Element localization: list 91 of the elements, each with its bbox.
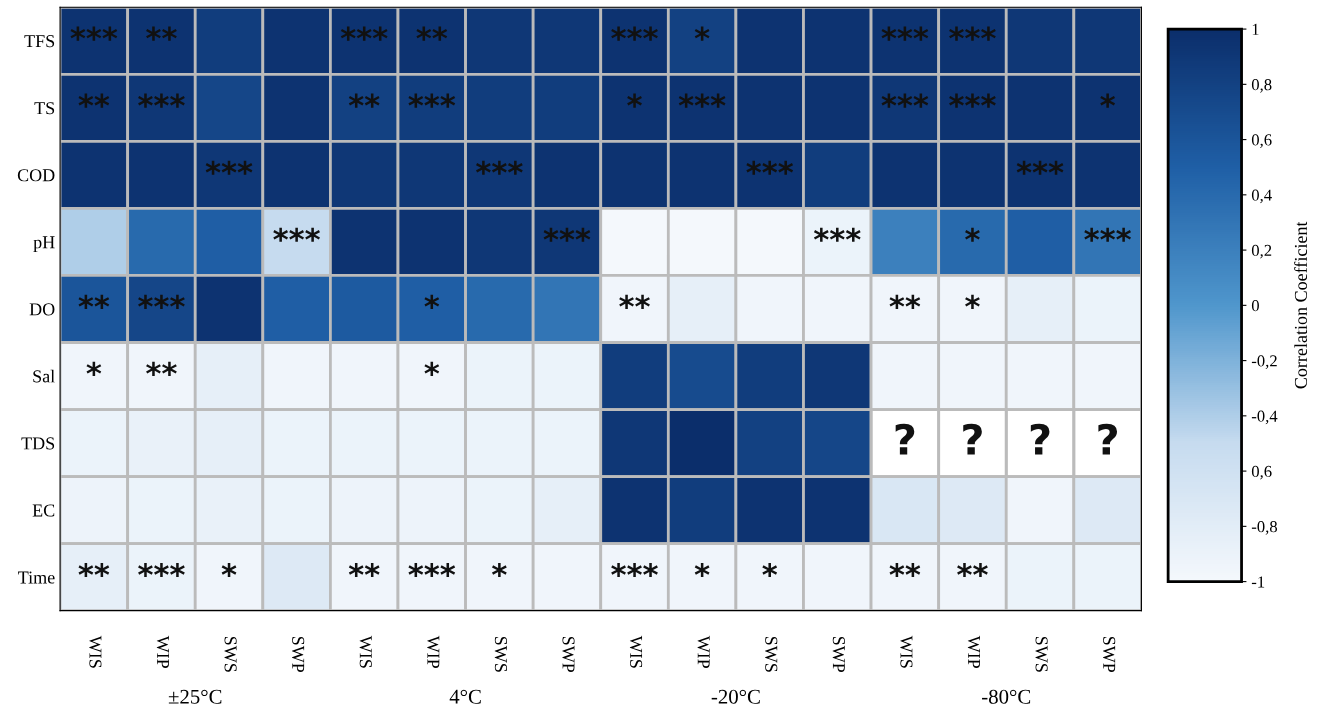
x-tick-label: SWP xyxy=(292,636,305,673)
color-bar-label: 0 xyxy=(1251,300,1259,312)
data-label: *** xyxy=(881,93,929,108)
color-bar-label: 0,8 xyxy=(1251,79,1272,93)
y-tick-label: Sal xyxy=(33,369,55,383)
data-label: * xyxy=(694,562,710,578)
x-tick-label: WIS xyxy=(900,635,913,668)
data-label: ** xyxy=(957,562,988,578)
y-tick-label: TS xyxy=(34,102,55,115)
data-label: ** xyxy=(146,361,177,376)
y-tick-label: TDS xyxy=(21,437,55,450)
data-label: * xyxy=(424,294,440,309)
data-label: ** xyxy=(78,294,110,309)
x-tick-label: WIP xyxy=(967,635,980,669)
data-label: * xyxy=(627,93,642,108)
data-label: *** xyxy=(408,562,456,578)
data-label: *** xyxy=(273,227,320,242)
text: -80°C xyxy=(982,689,1031,704)
data-label: *** xyxy=(138,294,185,309)
data-label: * xyxy=(424,361,440,376)
data-label: *** xyxy=(611,26,658,41)
color-bar-label: -0,8 xyxy=(1251,521,1278,535)
data-label: ** xyxy=(889,562,921,578)
data-label: ** xyxy=(416,26,448,41)
y-tick-label: EC xyxy=(32,504,55,517)
color-bar-title: Correlation Coefficient xyxy=(1294,221,1308,389)
text: ? xyxy=(895,423,915,455)
data-label: * xyxy=(1100,93,1116,108)
data-label: * xyxy=(694,26,710,41)
data-label: *** xyxy=(746,160,794,175)
data-label: *** xyxy=(611,562,658,578)
text: 4°C xyxy=(449,689,481,704)
data-label: * xyxy=(965,227,980,242)
data-label: * xyxy=(86,361,102,376)
data-label: * xyxy=(762,562,778,578)
data-label: ** xyxy=(78,562,110,578)
x-tick-label: SWP xyxy=(1103,636,1116,673)
y-tick-label: pH xyxy=(33,236,55,253)
y-tick-label: DO xyxy=(29,303,55,316)
color-bar-label: 0,6 xyxy=(1251,465,1272,480)
data-label: ** xyxy=(348,562,380,578)
data-label: * xyxy=(221,562,237,578)
data-label: *** xyxy=(340,26,388,41)
color-bar-label: 0,6 xyxy=(1251,134,1272,148)
y-tick-label: TFS xyxy=(24,35,55,48)
text: ±25°C xyxy=(168,689,222,704)
data-label: ** xyxy=(146,26,177,41)
x-tick-label: SWS xyxy=(1035,636,1048,672)
x-tick-label: SWP xyxy=(562,636,575,673)
x-tick-label: WIS xyxy=(359,635,372,668)
data-label: *** xyxy=(813,227,861,242)
x-tick-label: SWS xyxy=(494,636,507,672)
data-label: *** xyxy=(949,93,996,108)
data-label: ** xyxy=(348,93,380,108)
x-tick-label: WIP xyxy=(427,635,440,669)
x-tick-label: WIS xyxy=(89,635,102,668)
data-label: *** xyxy=(70,26,118,41)
data-label: *** xyxy=(138,562,185,578)
text: -20°C xyxy=(711,689,760,704)
color-bar-label: 0,4 xyxy=(1251,189,1272,204)
data-label: *** xyxy=(881,26,929,41)
data-label: *** xyxy=(205,160,253,175)
data-label: *** xyxy=(543,227,591,242)
color-bar-label: -1 xyxy=(1251,576,1265,588)
data-label: ** xyxy=(619,294,650,309)
color-bar-label: 0,2 xyxy=(1251,244,1272,259)
data-label: *** xyxy=(678,93,726,108)
data-label: ** xyxy=(889,294,921,309)
text: ? xyxy=(963,423,982,455)
color-bar-label: 1 xyxy=(1252,23,1259,35)
x-tick-label: SWS xyxy=(224,636,237,672)
color-bar-label: -0,2 xyxy=(1251,355,1277,369)
text: ? xyxy=(1030,423,1050,455)
data-label: ** xyxy=(78,93,110,108)
x-tick-label: SWS xyxy=(765,636,778,672)
text: ? xyxy=(1098,423,1118,455)
data-label: * xyxy=(491,562,507,578)
data-label: *** xyxy=(1084,227,1131,242)
x-tick-label: WIS xyxy=(629,635,643,668)
data-label: *** xyxy=(949,26,996,41)
data-label: *** xyxy=(138,93,185,108)
x-tick-label: WIP xyxy=(697,635,710,669)
data-label: *** xyxy=(1016,160,1064,175)
data-label: *** xyxy=(408,93,456,108)
y-tick-label: COD xyxy=(17,169,55,182)
data-label: *** xyxy=(476,160,523,175)
y-tick-label: Time xyxy=(18,571,55,584)
x-tick-label: WIP xyxy=(156,635,169,669)
x-tick-label: SWP xyxy=(832,636,845,673)
data-label: * xyxy=(965,294,980,309)
color-bar-label: -0,4 xyxy=(1251,410,1278,425)
